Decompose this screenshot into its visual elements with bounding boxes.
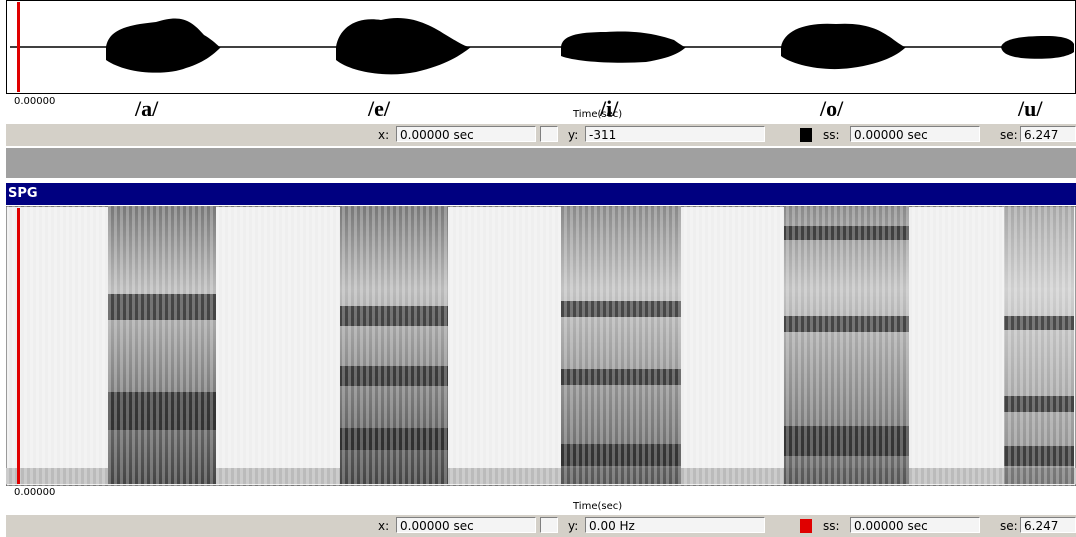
start-time: 0.00000 xyxy=(14,96,55,107)
ss-field[interactable]: 0.00000 sec xyxy=(850,517,980,533)
app-window: 0.00000 /a/ /e/ /i/ /o/ /u/ Time(sec) x:… xyxy=(0,0,1076,537)
spectrogram-view xyxy=(6,206,1076,486)
label: ss: xyxy=(823,519,840,533)
label: x: xyxy=(378,128,389,142)
ss-field[interactable]: 0.00000 sec xyxy=(850,126,980,142)
color-swatch[interactable] xyxy=(800,519,812,533)
label: x: xyxy=(378,519,389,533)
axis-label: Time(sec) xyxy=(573,501,622,512)
separator xyxy=(6,148,1076,178)
label: se: xyxy=(1000,519,1018,533)
start-time: 0.00000 xyxy=(14,487,55,498)
label: y: xyxy=(568,519,578,533)
status-bar: x: 0.00000 sec y: 0.00 Hz ss: 0.00000 sec se:6… xyxy=(6,514,1076,537)
toggle[interactable] xyxy=(540,517,558,533)
se-field[interactable]: 6.247 xyxy=(1020,517,1076,533)
panel-title: SPG xyxy=(6,183,1076,205)
y-field[interactable]: -311 xyxy=(585,126,765,142)
label: y: xyxy=(568,128,578,142)
color-swatch[interactable] xyxy=(800,128,812,142)
vowel-label: /e/ xyxy=(368,96,390,122)
y-field[interactable]: 0.00 Hz xyxy=(585,517,765,533)
vowel-label: /a/ xyxy=(135,96,158,122)
label: se: xyxy=(1000,128,1018,142)
status-bar: x: 0.00000 sec y: -311 ss: 0.00000 sec se:6.24… xyxy=(6,123,1076,146)
label: ss: xyxy=(823,128,840,142)
vowel-label: /u/ xyxy=(1018,96,1042,122)
vowel-label: /o/ xyxy=(820,96,843,122)
x-field[interactable]: 0.00000 sec xyxy=(396,517,536,533)
axis-label: Time(sec) xyxy=(573,109,622,120)
x-field[interactable]: 0.00000 sec xyxy=(396,126,536,142)
se-field[interactable]: 6.247 xyxy=(1020,126,1076,142)
toggle[interactable] xyxy=(540,126,558,142)
waveform-view xyxy=(6,0,1076,95)
